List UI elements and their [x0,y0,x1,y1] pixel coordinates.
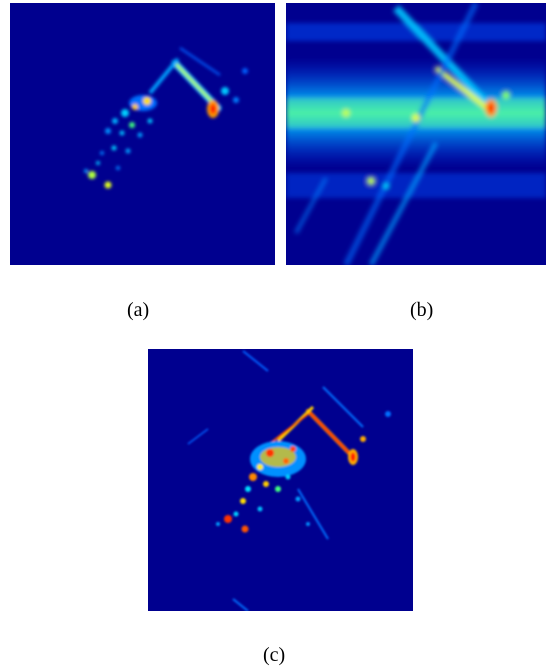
radar-image-c [148,349,413,611]
caption-b: (b) [410,299,434,321]
caption-a: (a) [127,299,150,321]
radar-image-b [286,3,546,265]
caption-c: (c) [263,644,286,666]
radar-image-a [10,3,275,265]
